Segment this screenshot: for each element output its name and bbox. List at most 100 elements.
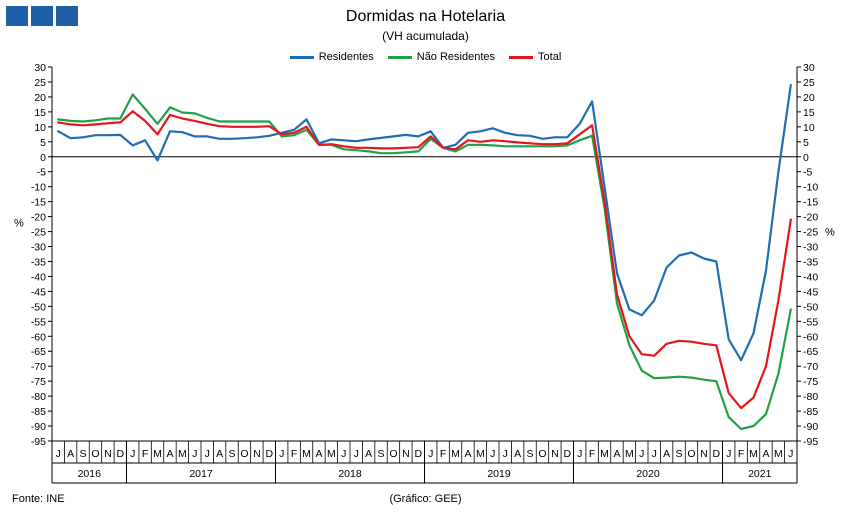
- y-tick-label-left: -40: [31, 271, 46, 283]
- y-tick-label-right: 30: [803, 62, 815, 74]
- chart-title: Dormidas na Hotelaria: [345, 8, 506, 25]
- x-tick-label-year: 2018: [338, 468, 362, 480]
- y-tick-label-left: -95: [31, 436, 46, 448]
- x-tick-label-month: N: [104, 448, 112, 460]
- x-tick-label-month: N: [402, 448, 410, 460]
- x-tick-label-month: M: [178, 448, 187, 460]
- y-tick-label-left: -25: [31, 227, 46, 239]
- x-tick-label-month: O: [389, 448, 397, 460]
- x-tick-label-month: J: [56, 448, 61, 460]
- x-tick-label-month: F: [440, 448, 446, 460]
- x-tick-label-month: J: [205, 448, 210, 460]
- x-tick-label-month: F: [291, 448, 297, 460]
- y-tick-label-left: -45: [31, 286, 46, 298]
- x-tick-label-year: 2017: [189, 468, 213, 480]
- y-tick-label-left: 0: [40, 152, 46, 164]
- x-tick-label-year: 2020: [636, 468, 660, 480]
- series-line-nao_residentes: [57, 93, 792, 431]
- x-tick-label-month: O: [538, 448, 546, 460]
- x-tick-label-month: N: [700, 448, 708, 460]
- x-tick-label-month: A: [216, 448, 223, 460]
- y-tick-label-right: -65: [803, 346, 818, 358]
- x-tick-label-month: J: [788, 448, 793, 460]
- y-tick-label-left: -50: [31, 301, 46, 313]
- y-tick-label-right: -50: [803, 301, 818, 313]
- legend: Residentes Não Residentes Total: [0, 51, 851, 63]
- x-tick-label-month: M: [749, 448, 758, 460]
- legend-label-total: Total: [538, 51, 562, 63]
- x-tick-label-month: S: [527, 448, 534, 460]
- x-tick-label-month: A: [166, 448, 173, 460]
- y-tick-label-left: -70: [31, 361, 46, 373]
- y-tick-label-right: -60: [803, 331, 818, 343]
- x-tick-label-month: A: [315, 448, 322, 460]
- x-tick-label-month: D: [563, 448, 571, 460]
- x-tick-label-month: J: [279, 448, 284, 460]
- y-tick-label-right: -95: [803, 436, 818, 448]
- y-tick-label-left: -80: [31, 391, 46, 403]
- x-tick-label-month: N: [551, 448, 559, 460]
- credit-note: (Gráfico: GEE): [389, 493, 462, 505]
- x-tick-label-month: M: [600, 448, 609, 460]
- y-tick-label-right: -5: [803, 167, 812, 179]
- gee-logo: [6, 6, 78, 26]
- x-tick-label-month: A: [762, 448, 769, 460]
- y-tick-label-right: -90: [803, 421, 818, 433]
- x-tick-label-month: F: [142, 448, 148, 460]
- x-tick-label-month: A: [464, 448, 471, 460]
- x-tick-label-month: J: [652, 448, 657, 460]
- y-tick-label-right: 15: [803, 107, 815, 119]
- x-tick-label-month: D: [712, 448, 720, 460]
- x-tick-label-month: A: [365, 448, 372, 460]
- y-tick-label-left: -85: [31, 406, 46, 418]
- x-tick-label-month: J: [577, 448, 582, 460]
- y-tick-label-right: -25: [803, 227, 818, 239]
- y-tick-label-right: 10: [803, 122, 815, 134]
- y-tick-label-left: 20: [34, 92, 46, 104]
- y-tick-label-right: -40: [803, 271, 818, 283]
- y-tick-label-left: 15: [34, 107, 46, 119]
- x-tick-label-month: M: [327, 448, 336, 460]
- y-tick-label-left: -55: [31, 316, 46, 328]
- x-tick-label-month: A: [663, 448, 670, 460]
- x-tick-label-month: A: [67, 448, 74, 460]
- x-tick-label-month: M: [153, 448, 162, 460]
- y-tick-label-left: -5: [37, 167, 46, 179]
- x-tick-label-month: J: [503, 448, 508, 460]
- x-tick-label-month: D: [265, 448, 273, 460]
- x-tick-label-month: O: [240, 448, 248, 460]
- x-tick-label-month: O: [687, 448, 695, 460]
- series-line-total: [57, 110, 792, 410]
- x-tick-label-month: A: [613, 448, 620, 460]
- y-tick-label-left: 30: [34, 62, 46, 74]
- legend-swatch-residentes: [289, 55, 314, 59]
- x-tick-label-month: S: [229, 448, 236, 460]
- x-tick-label-month: J: [639, 448, 644, 460]
- x-tick-label-month: J: [130, 448, 135, 460]
- x-tick-label-month: S: [80, 448, 87, 460]
- y-tick-label-left: -15: [31, 197, 46, 209]
- y-tick-label-right: 20: [803, 92, 815, 104]
- y-tick-label-right: -45: [803, 286, 818, 298]
- x-tick-label-month: D: [116, 448, 124, 460]
- x-tick-label-month: J: [192, 448, 197, 460]
- x-tick-label-year: 2016: [78, 468, 102, 480]
- y-axis-label-left: %: [14, 218, 24, 230]
- legend-item-total: Total: [509, 51, 561, 63]
- x-tick-label-month: M: [451, 448, 460, 460]
- y-tick-label-left: 5: [40, 137, 46, 149]
- y-tick-label-right: -75: [803, 376, 818, 388]
- x-tick-label-month: F: [589, 448, 595, 460]
- y-tick-label-right: -85: [803, 406, 818, 418]
- x-tick-label-month: M: [302, 448, 311, 460]
- x-tick-label-year: 2021: [748, 468, 772, 480]
- y-tick-label-right: 0: [803, 152, 809, 164]
- x-tick-label-month: J: [490, 448, 495, 460]
- series-line-residentes: [57, 83, 792, 362]
- logo-block: [56, 6, 78, 26]
- x-tick-label-month: J: [428, 448, 433, 460]
- y-tick-label-right: -10: [803, 182, 818, 194]
- y-tick-label-left: -20: [31, 212, 46, 224]
- x-tick-label-year: 2019: [487, 468, 511, 480]
